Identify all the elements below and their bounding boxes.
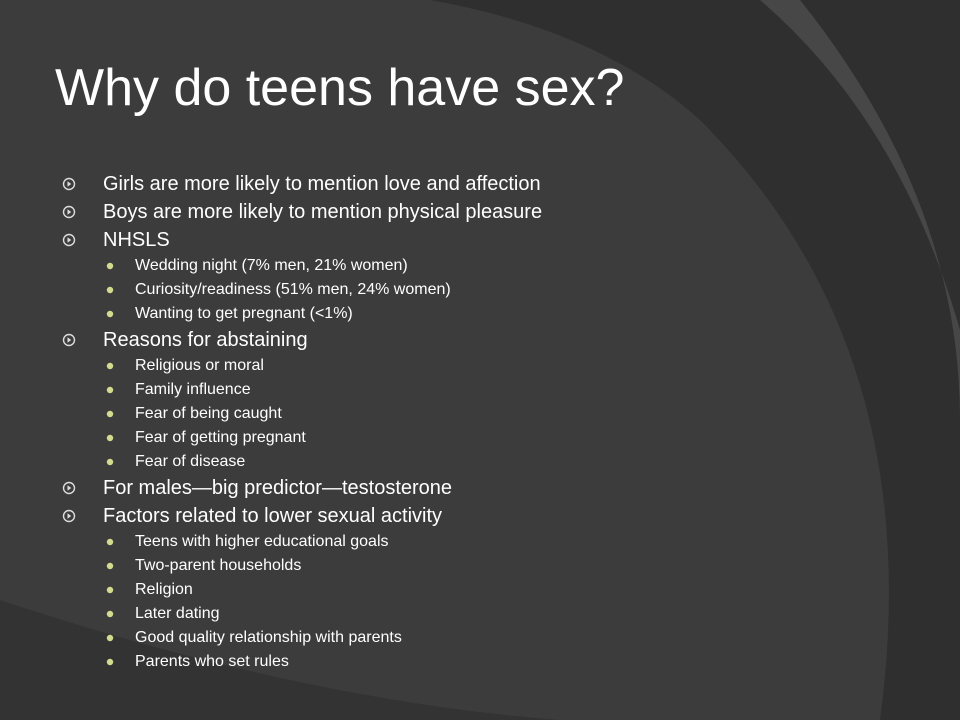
sub-bullet-dot [106, 410, 114, 418]
sub-bullet-item: Fear of getting pregnant [62, 426, 922, 450]
sub-bullet-text: Two-parent households [135, 557, 302, 574]
bullet-text: Boys are more likely to mention physical… [103, 200, 543, 223]
bullet-item: Boys are more likely to mention physical… [62, 198, 922, 226]
sub-bullet-text: Later dating [135, 605, 220, 622]
sub-bullet-text: Family influence [135, 381, 251, 398]
bullet-text: Girls are more likely to mention love an… [103, 172, 541, 195]
bullet-list: Girls are more likely to mention love an… [62, 170, 922, 674]
bg-stripe [760, 0, 960, 420]
sub-bullet-text: Good quality relationship with parents [135, 629, 402, 646]
sub-bullet-item: Fear of disease [62, 450, 922, 474]
bullet-item: NHSLS [62, 226, 922, 254]
sub-bullet-dot [106, 562, 114, 570]
sub-bullet-text: Parents who set rules [135, 653, 289, 670]
bullet-text: For males—big predictor—testosterone [103, 476, 453, 499]
sub-bullet-text: Fear of disease [135, 453, 246, 470]
bullet-item: For males—big predictor—testosterone [62, 474, 922, 502]
sub-bullet-dot [106, 386, 114, 394]
sub-bullet-item: Good quality relationship with parents [62, 626, 922, 650]
sub-bullet-item: Wedding night (7% men, 21% women) [62, 254, 922, 278]
bullet-item: Factors related to lower sexual activity [62, 502, 922, 530]
sub-bullet-dot [106, 434, 114, 442]
sub-bullet-item: Fear of being caught [62, 402, 922, 426]
bullet-text: NHSLS [103, 228, 170, 251]
bullet-icon [62, 481, 76, 495]
bullet-icon [62, 333, 76, 347]
bullet-icon [62, 205, 76, 219]
sub-bullet-item: Family influence [62, 378, 922, 402]
bullet-text: Reasons for abstaining [103, 328, 308, 351]
bullet-item: Girls are more likely to mention love an… [62, 170, 922, 198]
sub-bullet-item: Religious or moral [62, 354, 922, 378]
bullet-icon [62, 233, 76, 247]
bg-shape-bottom [0, 600, 560, 720]
sub-bullet-text: Religion [135, 581, 193, 598]
sub-bullet-dot [106, 634, 114, 642]
sub-bullet-dot [106, 610, 114, 618]
sub-bullet-dot [106, 310, 114, 318]
sub-bullet-text: Wedding night (7% men, 21% women) [135, 257, 408, 274]
sub-bullet-dot [106, 362, 114, 370]
bullet-icon [62, 509, 76, 523]
sub-bullet-item: Religion [62, 578, 922, 602]
sub-bullet-dot [106, 586, 114, 594]
sub-bullet-item: Parents who set rules [62, 650, 922, 674]
sub-bullet-text: Curiosity/readiness (51% men, 24% women) [135, 281, 451, 298]
sub-bullet-text: Religious or moral [135, 357, 264, 374]
bullet-icon [62, 177, 76, 191]
sub-bullet-dot [106, 658, 114, 666]
sub-bullet-text: Teens with higher educational goals [135, 533, 389, 550]
sub-bullet-item: Two-parent households [62, 554, 922, 578]
sub-bullet-item: Later dating [62, 602, 922, 626]
bullet-text: Factors related to lower sexual activity [103, 504, 443, 527]
sub-bullet-text: Wanting to get pregnant (<1%) [135, 305, 353, 322]
sub-bullet-dot [106, 286, 114, 294]
bullet-item: Reasons for abstaining [62, 326, 922, 354]
sub-bullet-dot [106, 262, 114, 270]
sub-bullet-item: Wanting to get pregnant (<1%) [62, 302, 922, 326]
sub-bullet-item: Teens with higher educational goals [62, 530, 922, 554]
sub-bullet-dot [106, 458, 114, 466]
sub-bullet-text: Fear of getting pregnant [135, 429, 306, 446]
bg-shape [430, 0, 960, 720]
sub-bullet-dot [106, 538, 114, 546]
sub-bullet-text: Fear of being caught [135, 405, 282, 422]
sub-bullet-item: Curiosity/readiness (51% men, 24% women) [62, 278, 922, 302]
slide-title: Why do teens have sex? [55, 59, 625, 117]
